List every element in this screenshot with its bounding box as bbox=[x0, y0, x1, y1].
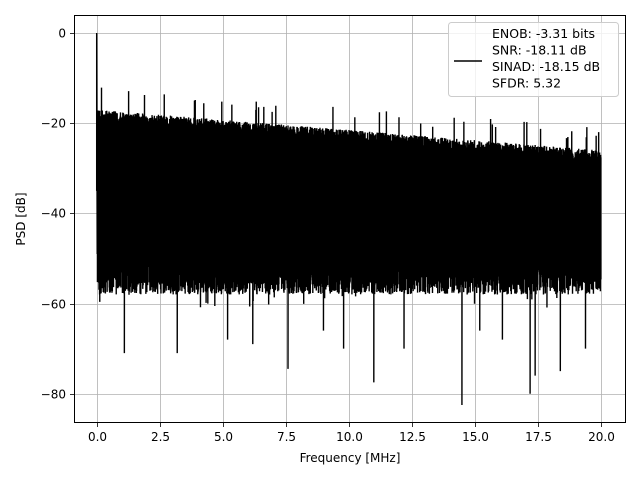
y-tick-label: −40 bbox=[41, 207, 66, 221]
y-tick-label: −60 bbox=[41, 298, 66, 312]
y-tick-label: −80 bbox=[41, 388, 66, 402]
x-tick-label: 15.0 bbox=[462, 430, 489, 444]
legend-entry-snr: SNR: -18.11 dB bbox=[492, 43, 587, 58]
x-axis-ticks: 0.0 2.5 5.0 7.5 10.0 12.5 15.0 17.5 20.0 bbox=[88, 423, 615, 444]
legend-box bbox=[448, 22, 619, 97]
legend: ENOB: -3.31 bits SNR: -18.11 dB SINAD: -… bbox=[448, 22, 619, 97]
x-tick-label: 2.5 bbox=[151, 430, 170, 444]
axes-frame bbox=[74, 15, 626, 423]
x-tick-label: 7.5 bbox=[277, 430, 296, 444]
x-tick-label: 20.0 bbox=[588, 430, 615, 444]
series-group bbox=[95, 33, 602, 405]
x-tick-label: 10.0 bbox=[336, 430, 363, 444]
x-tick-label: 12.5 bbox=[399, 430, 426, 444]
y-axis-ticks: 0 −20 −40 −60 −80 bbox=[41, 27, 74, 402]
x-tick-label: 17.5 bbox=[525, 430, 552, 444]
legend-entry-sfdr: SFDR: 5.32 bbox=[492, 76, 561, 91]
x-tick-label: 5.0 bbox=[214, 430, 233, 444]
y-axis-label: PSD [dB] bbox=[14, 192, 28, 245]
legend-entry-sinad: SINAD: -18.15 dB bbox=[492, 59, 600, 74]
psd-series-line bbox=[95, 33, 602, 405]
x-tick-label: 0.0 bbox=[88, 430, 107, 444]
y-tick-label: −20 bbox=[41, 117, 66, 131]
y-tick-label: 0 bbox=[58, 27, 66, 41]
legend-entry-enob: ENOB: -3.31 bits bbox=[492, 26, 595, 41]
x-axis-label: Frequency [MHz] bbox=[300, 451, 401, 465]
